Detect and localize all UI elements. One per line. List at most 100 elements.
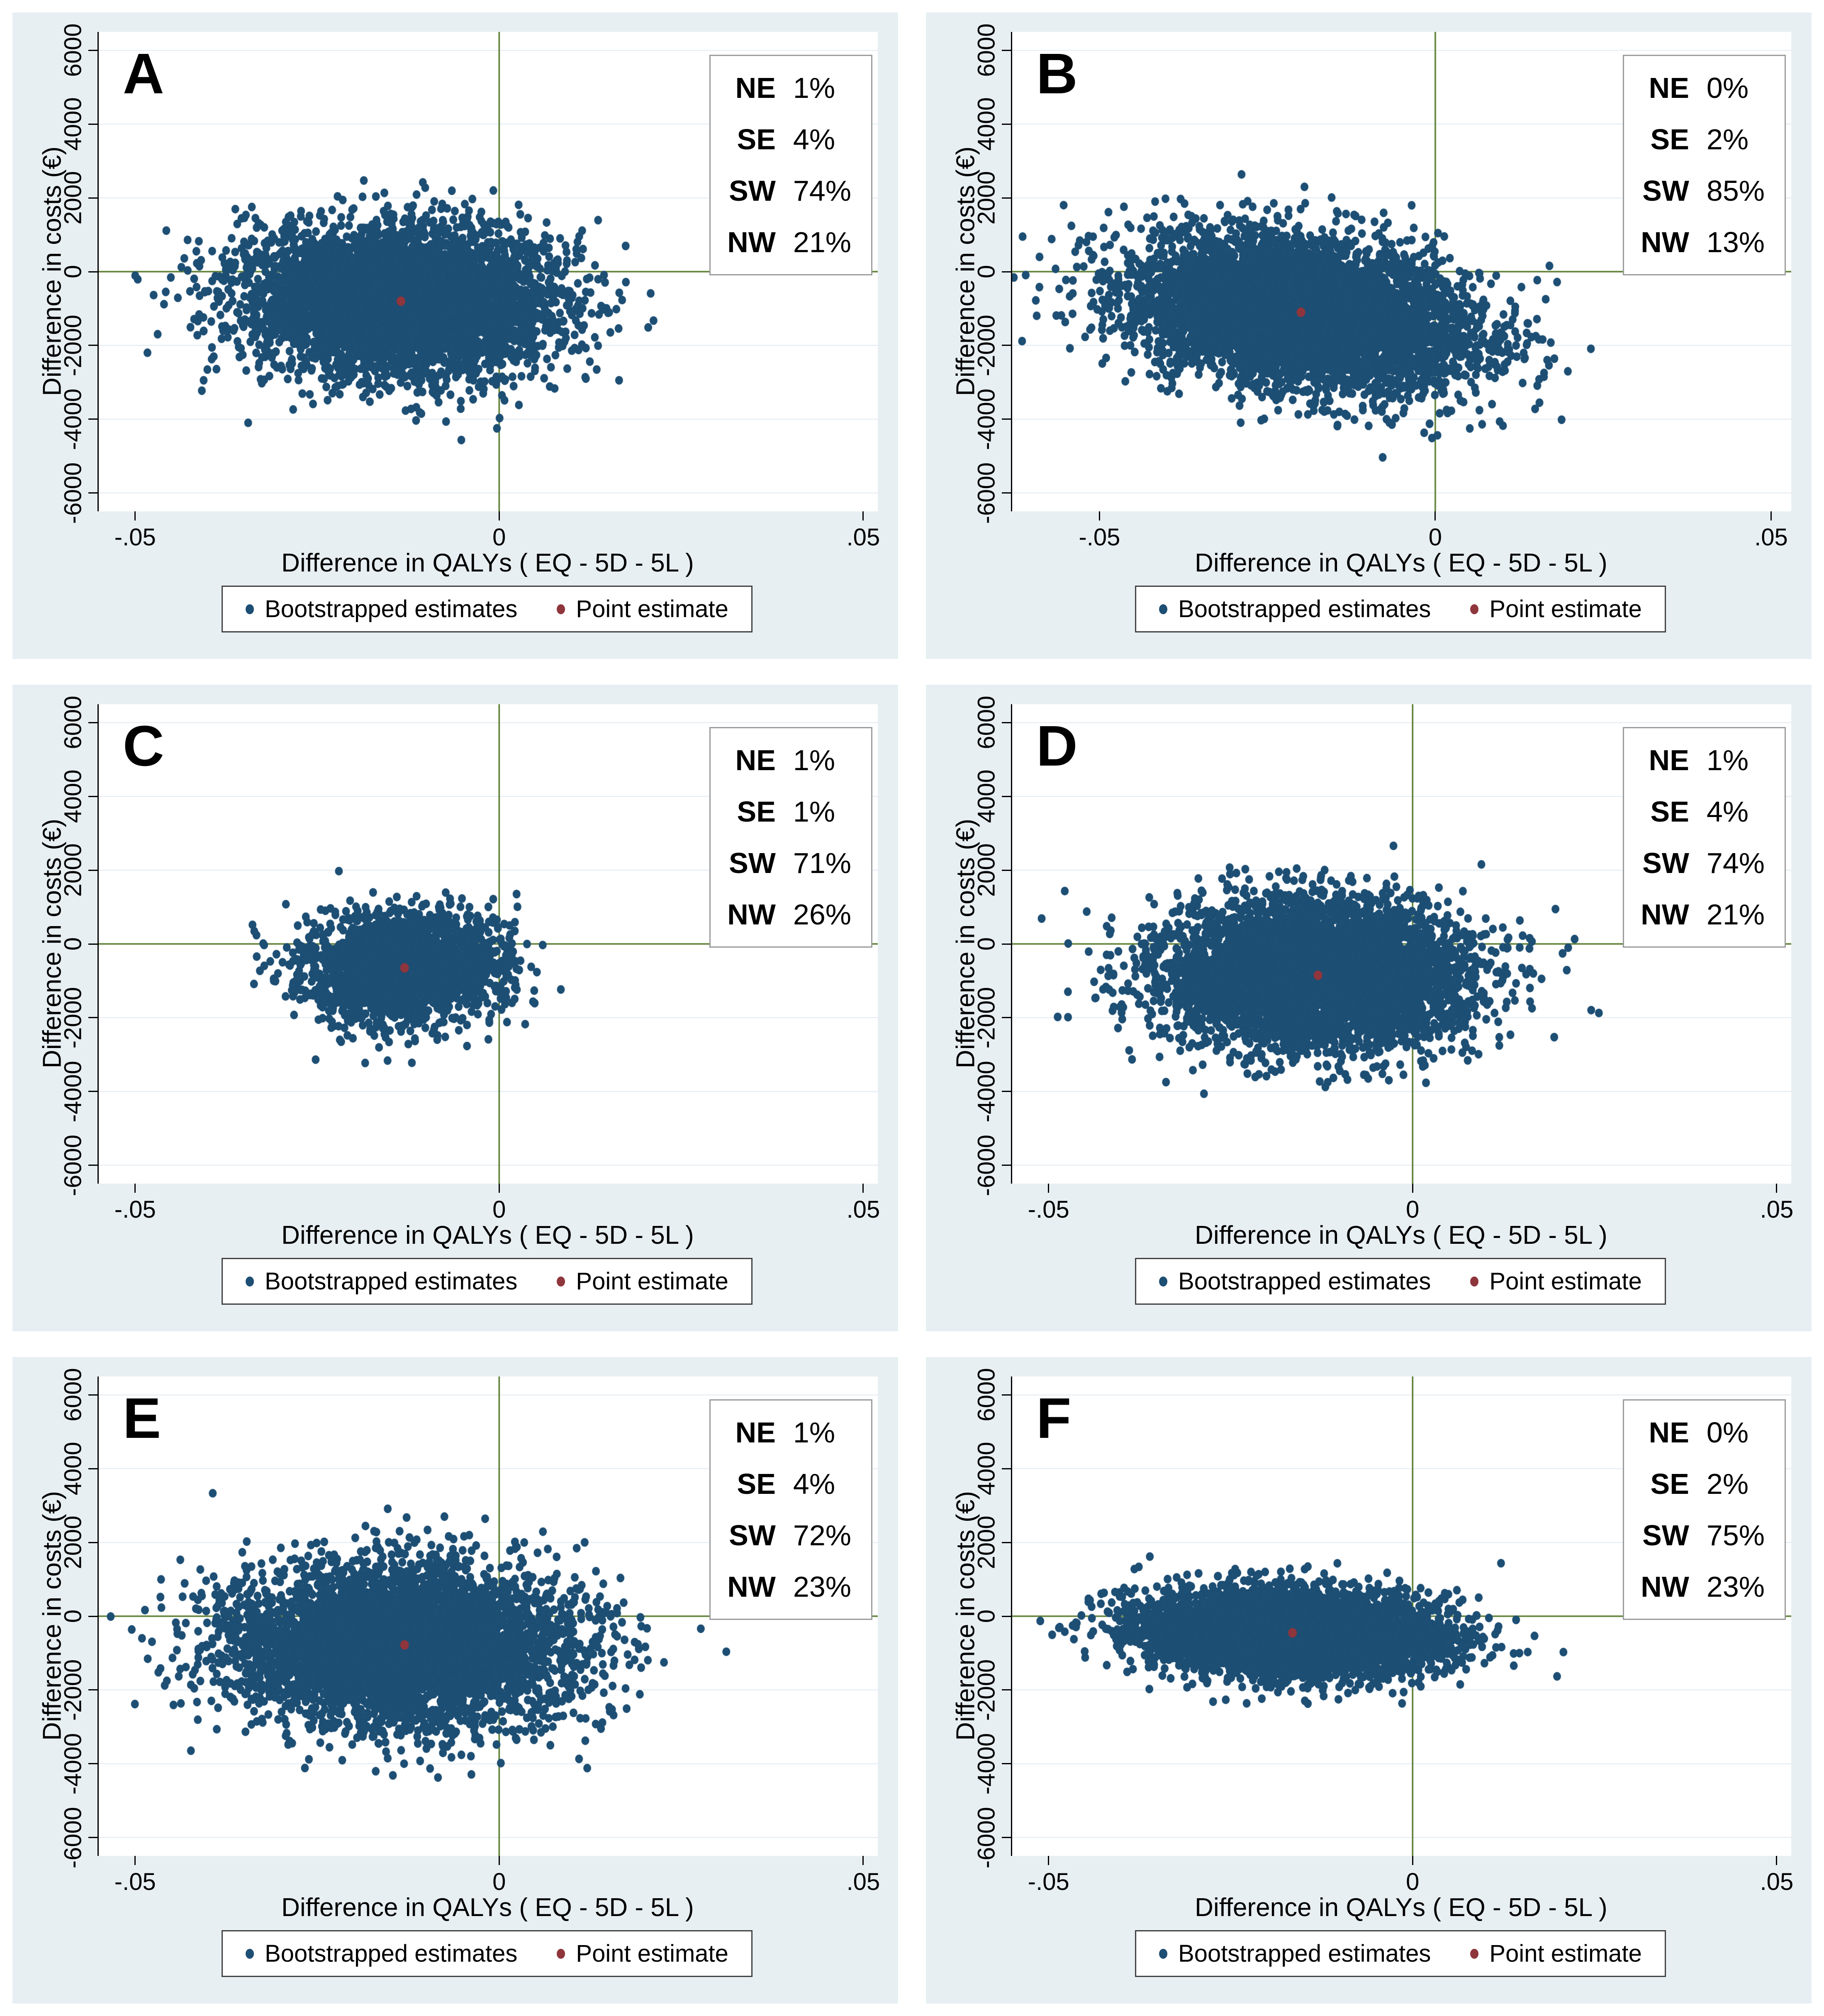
y-tick-label: 4000 <box>59 1442 87 1496</box>
legend-label-bootstrapped: Bootstrapped estimates <box>265 1940 518 1967</box>
point-estimate-marker-icon <box>1470 1948 1479 1959</box>
legend-label-bootstrapped: Bootstrapped estimates <box>1178 1268 1431 1295</box>
x-tick-label: -.05 <box>1028 1196 1069 1223</box>
quadrant-label-sw: SW <box>1642 1519 1689 1552</box>
x-axis-title: Difference in QALYs ( EQ - 5D - 5L ) <box>1195 1893 1607 1922</box>
x-tick-label: -.05 <box>114 1868 156 1895</box>
y-axis-tick <box>88 795 97 797</box>
y-axis-tick <box>1002 345 1011 346</box>
quadrant-value-sw: 75% <box>1706 1519 1765 1552</box>
y-tick-label: 0 <box>59 937 87 951</box>
cost-effectiveness-plane-panel: A NE 1% SE 4% SW 74% NW 21% Difference i… <box>12 12 898 659</box>
quadrant-label-nw: NW <box>1641 898 1689 931</box>
y-tick-label: 2000 <box>59 843 87 897</box>
x-tick-label: 0 <box>1406 1868 1420 1895</box>
y-tick-label: -6000 <box>59 1134 87 1196</box>
y-tick-label: 0 <box>59 1609 87 1623</box>
panel-letter: A <box>123 42 165 106</box>
y-axis-tick <box>88 1763 97 1765</box>
y-axis-tick <box>88 1689 97 1691</box>
bootstrapped-estimates-marker-icon <box>1159 1276 1168 1286</box>
quadrant-label-ne: NE <box>1649 1416 1689 1449</box>
y-tick-label: 4000 <box>973 769 1000 823</box>
bootstrapped-estimates-marker-icon <box>246 1948 254 1959</box>
quadrant-value-nw: 13% <box>1706 226 1765 258</box>
y-axis-tick <box>1002 1394 1011 1396</box>
y-tick-label: 0 <box>973 265 1000 279</box>
y-tick-label: 0 <box>59 265 87 279</box>
y-axis-tick <box>1002 418 1011 420</box>
y-tick-label: -6000 <box>973 1134 1000 1196</box>
y-axis-tick <box>88 123 97 125</box>
cost-effectiveness-plane-panel: F NE 0% SE 2% SW 75% NW 23% Difference i… <box>926 1357 1812 2004</box>
bootstrapped-estimates-marker-icon <box>246 604 254 614</box>
y-axis-tick <box>88 1468 97 1469</box>
y-tick-label: -6000 <box>973 462 1000 524</box>
y-tick-label: -4000 <box>973 1060 1000 1122</box>
y-tick-label: -2000 <box>59 987 87 1049</box>
legend-item-point-estimate: Point estimate <box>1470 1940 1642 1967</box>
x-tick-label: .05 <box>846 1196 880 1223</box>
y-axis-tick <box>88 1394 97 1396</box>
plot-area: E NE 1% SE 4% SW 72% NW 23% Difference i… <box>38 1368 880 1922</box>
x-tick-label: 0 <box>492 1196 506 1223</box>
y-tick-label: -4000 <box>59 1060 87 1122</box>
quadrant-value-sw: 71% <box>793 847 851 879</box>
y-tick-label: 6000 <box>973 696 1000 749</box>
quadrant-value-se: 1% <box>793 795 835 828</box>
y-axis-tick <box>1002 197 1011 199</box>
bootstrapped-estimates-marker-icon <box>1159 1948 1168 1959</box>
x-axis-tick <box>1434 511 1436 520</box>
plot-legend: Bootstrapped estimates Point estimate <box>1135 1930 1666 1977</box>
y-tick-label: 2000 <box>973 843 1000 897</box>
x-axis-tick <box>1412 1856 1413 1865</box>
quadrant-value-ne: 1% <box>793 1416 835 1449</box>
x-tick-label: .05 <box>1760 1196 1794 1223</box>
legend-label-bootstrapped: Bootstrapped estimates <box>1178 1940 1431 1967</box>
y-tick-label: 2000 <box>973 171 1000 225</box>
panel-letter: F <box>1036 1386 1072 1450</box>
y-tick-label: 4000 <box>59 769 87 823</box>
quadrant-label-sw: SW <box>729 175 776 207</box>
x-axis-tick <box>498 1856 500 1865</box>
legend-item-point-estimate: Point estimate <box>557 1267 728 1295</box>
x-tick-label: -.05 <box>114 1196 156 1223</box>
plot-area: F NE 0% SE 2% SW 75% NW 23% Difference i… <box>952 1368 1794 1922</box>
legend-item-bootstrapped: Bootstrapped estimates <box>1159 1267 1431 1295</box>
x-tick-label: -.05 <box>114 524 156 551</box>
y-axis-tick <box>88 1091 97 1092</box>
plot-area: C NE 1% SE 1% SW 71% NW 26% Difference i… <box>38 696 880 1250</box>
quadrant-stats-box: NE 0% SE 2% SW 75% NW 23% <box>1623 1399 1786 1620</box>
quadrant-value-se: 4% <box>793 123 835 156</box>
y-tick-label: 0 <box>973 937 1000 951</box>
y-axis-tick <box>88 722 97 723</box>
cost-effectiveness-plane-panel: C NE 1% SE 1% SW 71% NW 26% Difference i… <box>12 685 898 1331</box>
panel-letter: C <box>123 714 165 778</box>
panel-letter: D <box>1036 714 1079 778</box>
panel-letter: E <box>123 1386 162 1450</box>
y-tick-label: 2000 <box>59 1515 87 1569</box>
y-tick-label: -4000 <box>973 388 1000 450</box>
quadrant-value-sw: 85% <box>1706 175 1765 207</box>
x-tick-label: 0 <box>492 1868 506 1895</box>
legend-label-point-estimate: Point estimate <box>576 1940 728 1967</box>
legend-item-bootstrapped: Bootstrapped estimates <box>246 1940 517 1967</box>
x-axis-tick <box>862 1184 864 1193</box>
y-axis-tick <box>1002 1165 1011 1166</box>
y-tick-label: 6000 <box>59 23 87 77</box>
y-axis-tick <box>1002 1017 1011 1019</box>
y-axis-tick <box>1002 1468 1011 1469</box>
quadrant-label-se: SE <box>737 123 776 156</box>
y-axis-tick <box>1002 1542 1011 1543</box>
y-axis-tick <box>1002 1615 1011 1617</box>
panel-letter: B <box>1036 42 1079 106</box>
quadrant-label-sw: SW <box>1642 175 1689 207</box>
y-tick-label: -4000 <box>59 1733 87 1795</box>
y-axis-tick <box>1002 49 1011 51</box>
x-tick-label: -.05 <box>1028 1868 1069 1895</box>
y-axis-tick <box>1002 123 1011 125</box>
y-axis-tick <box>1002 722 1011 723</box>
x-axis-title: Difference in QALYs ( EQ - 5D - 5L ) <box>1195 1221 1607 1250</box>
y-tick-label: 4000 <box>973 1442 1000 1496</box>
quadrant-label-ne: NE <box>735 1416 776 1449</box>
